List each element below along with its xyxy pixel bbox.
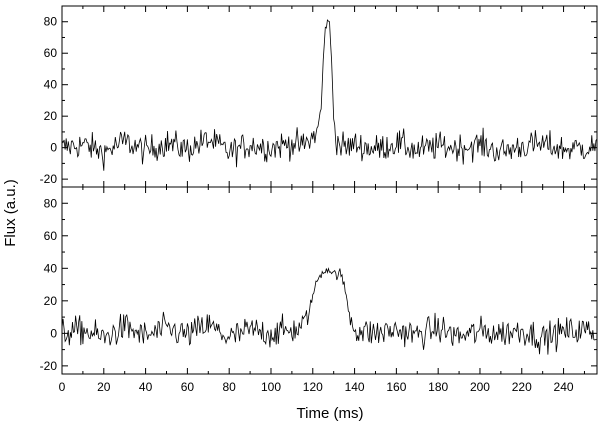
x-axis: 0 20 40 60 80 100 120 140 160 180 200 220 240 (59, 380, 574, 394)
series-line (61, 19, 598, 171)
y-axis-label: Flux (a.u.) (2, 179, 19, 247)
y-tick-label: 60 (44, 46, 58, 60)
x-tick-label: 120 (303, 380, 323, 394)
y-tick-label: 20 (44, 294, 58, 308)
y-tick-label: 40 (44, 261, 58, 275)
x-tick-label: 160 (386, 380, 406, 394)
bottom-panel: -20 0 20 40 60 80 (40, 186, 598, 375)
x-axis-label: Time (ms) (297, 405, 364, 422)
x-tick-label: 200 (470, 380, 490, 394)
y-tick-label: -20 (40, 359, 58, 373)
x-tick-label: 80 (223, 380, 237, 394)
x-tick-label: 240 (554, 380, 574, 394)
y-tick-label: -20 (40, 172, 58, 186)
x-tick-label: 180 (428, 380, 448, 394)
x-tick-label: 0 (59, 380, 66, 394)
y-tick-label: 60 (44, 229, 58, 243)
top-panel: -20 0 20 40 60 80 (40, 5, 598, 188)
x-tick-label: 100 (261, 380, 281, 394)
x-tick-label: 20 (97, 380, 111, 394)
plot-frame (61, 186, 598, 375)
series-line (61, 267, 598, 355)
x-tick-label: 60 (181, 380, 195, 394)
y-tick-label: 80 (44, 15, 58, 29)
y-tick-label: 40 (44, 78, 58, 92)
x-tick-label: 220 (512, 380, 532, 394)
y-tick-label: 0 (50, 326, 57, 340)
y-tick-label: 20 (44, 109, 58, 123)
x-tick-label: 40 (139, 380, 153, 394)
y-tick-label: 0 (50, 141, 57, 155)
y-tick-label: 80 (44, 196, 58, 210)
x-tick-label: 140 (345, 380, 365, 394)
